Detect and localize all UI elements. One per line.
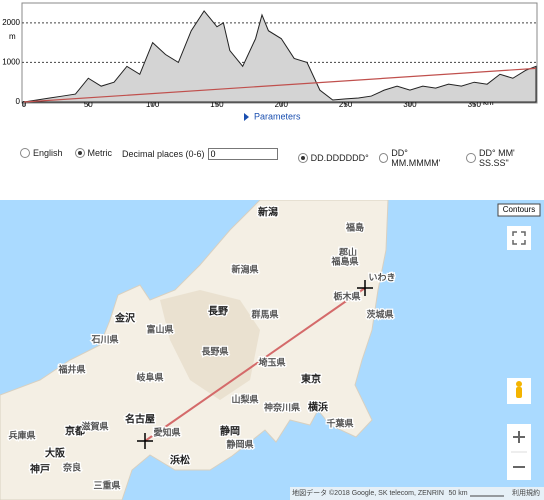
place-label: 浜松: [170, 454, 190, 467]
radio[interactable]: [74, 148, 85, 158]
place-label: 山梨県: [231, 393, 258, 404]
x-tick-label: 0: [22, 100, 27, 109]
x-tick-label: 200: [275, 100, 289, 109]
decimal-control: Decimal places (0-6): [122, 148, 278, 160]
radio-label: Metric: [87, 148, 113, 158]
place-label: 郡山: [338, 246, 357, 257]
place-label: 群馬県: [250, 308, 278, 319]
place-label: 栃木県: [333, 290, 360, 301]
elevation-area: [23, 10, 537, 103]
radio[interactable]: [466, 153, 476, 163]
place-label: 三重県: [93, 479, 120, 490]
fullscreen-icon: [512, 231, 526, 245]
place-label: 新潟: [258, 206, 278, 219]
place-label: 茨城県: [366, 308, 393, 319]
crosshair: [137, 280, 373, 449]
place-label: 東京: [301, 373, 321, 386]
pegman: [516, 381, 522, 387]
y-unit: m: [9, 32, 16, 41]
place-label: 福島県: [330, 255, 358, 266]
units-control: English Metric: [20, 148, 112, 158]
link-arrow: [244, 113, 249, 121]
zoom-in[interactable]: [513, 431, 525, 443]
attribution: 地図データ ©2018 Google, SK telecom, ZENRIN: [292, 488, 444, 497]
radio-label: DD.DDDDDD°: [310, 153, 369, 163]
place-label: 奈良: [62, 461, 81, 472]
place-label: 福島: [345, 221, 364, 232]
radio-label: DD° MM' SS.SS": [478, 148, 515, 168]
place-label: 岐阜県: [136, 371, 163, 382]
mountains: [160, 290, 260, 400]
place-label: 金沢: [114, 312, 136, 325]
y-tick-label: 0: [16, 97, 21, 106]
place-label: 神奈川県: [264, 401, 300, 412]
place-label: 富山県: [146, 323, 173, 334]
place-label: 京都: [65, 425, 85, 438]
x-tick-label: 150: [210, 100, 224, 109]
place-label: 横浜: [308, 401, 328, 414]
slope-line: [23, 67, 537, 103]
attribution-bar: [290, 487, 544, 500]
y-tick-label: 1000: [2, 58, 20, 67]
place-label: 埼玉県: [258, 356, 285, 367]
contours-button[interactable]: [497, 203, 541, 217]
place-label: 兵庫県: [8, 429, 35, 440]
place-label: 静岡県: [226, 438, 253, 449]
radio[interactable]: [298, 153, 308, 163]
place-label: 長野: [208, 306, 228, 318]
place-label: 静岡: [220, 425, 240, 438]
place-label: 福井県: [57, 363, 85, 374]
place-label: いわき: [368, 272, 395, 282]
format-control: DD.DDDDDD° DD° MM.MMMM' DD° MM' SS.SS": [298, 148, 544, 168]
route-line: [144, 287, 366, 442]
contours-label: Contours: [503, 205, 535, 214]
place-label: 名古屋: [125, 413, 155, 426]
radio[interactable]: [378, 153, 389, 163]
radio-label: DD° MM.MMMM': [391, 148, 441, 168]
radio-label: English: [33, 148, 63, 158]
place-label: 愛知県: [153, 426, 180, 437]
parameters-link[interactable]: Parameters: [254, 111, 301, 121]
x-tick-label: 100: [146, 100, 160, 109]
fullscreen-button[interactable]: [507, 226, 531, 250]
x-tick-label: 250: [339, 100, 353, 109]
terms-link[interactable]: 利用規約: [512, 488, 540, 497]
x-tick-label: 300: [403, 100, 417, 109]
elevation-chart: m km Parameters 0 1000 2000 0 50 100 150 200 250…: [2, 2, 538, 121]
y-tick-label: 2000: [2, 18, 20, 27]
place-label: 神戸: [30, 463, 50, 476]
pegman: [516, 387, 522, 398]
place-label: 長野県: [201, 346, 228, 356]
x-unit: km: [483, 98, 494, 107]
decimal-input[interactable]: [207, 148, 278, 160]
x-tick-label: 350: [468, 100, 482, 109]
place-label: 滋賀県: [81, 420, 108, 431]
x-tick-label: 50: [84, 100, 93, 109]
scale-label: 50 km: [448, 490, 467, 497]
place-label: 石川県: [90, 334, 118, 344]
radio[interactable]: [20, 148, 30, 158]
decimal-label: Decimal places (0-6): [122, 149, 205, 159]
place-label: 千葉県: [326, 417, 353, 428]
place-label: 新潟県: [231, 263, 258, 274]
place-label: 大阪: [45, 447, 66, 460]
